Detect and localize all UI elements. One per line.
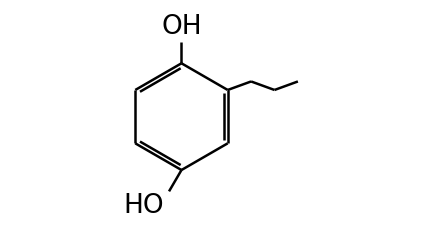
Text: OH: OH xyxy=(161,14,201,40)
Text: HO: HO xyxy=(123,193,163,219)
